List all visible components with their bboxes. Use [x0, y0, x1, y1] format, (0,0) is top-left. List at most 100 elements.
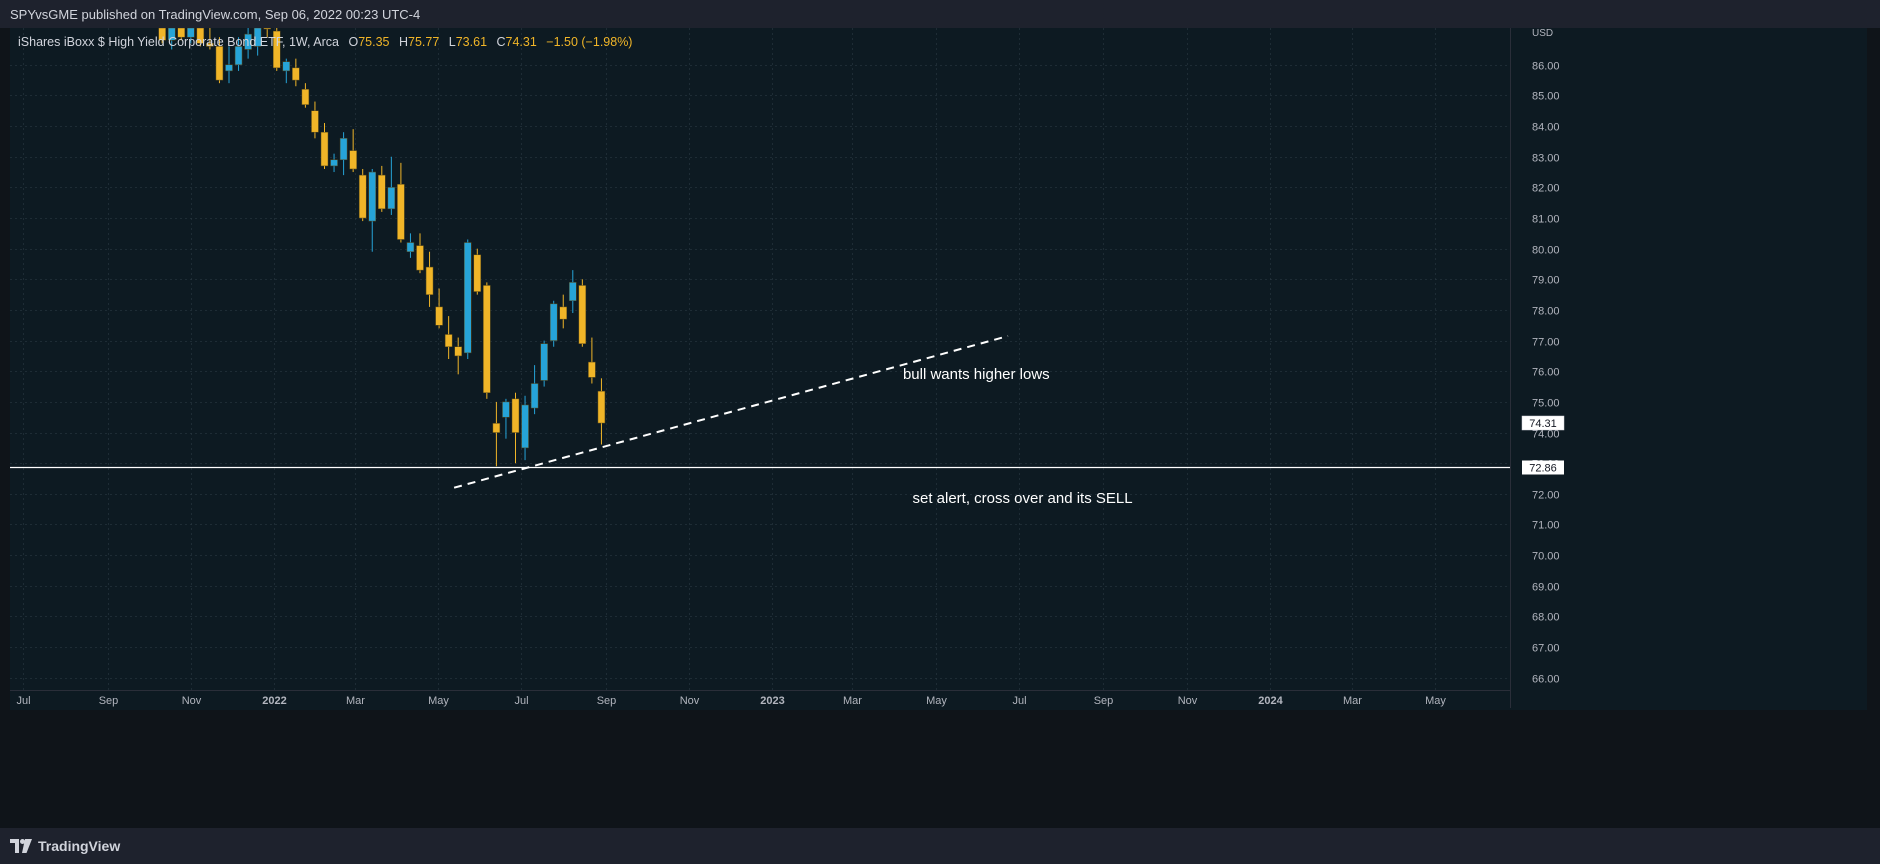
candle-body[interactable]	[416, 245, 424, 271]
y-tick-label: 70.00	[1532, 551, 1560, 563]
candle-body[interactable]	[177, 28, 186, 38]
price-axis-background	[1510, 28, 1867, 710]
y-tick-label: 66.00	[1532, 674, 1560, 686]
y-tick-label: 78.00	[1532, 306, 1560, 318]
candle-body[interactable]	[187, 28, 195, 38]
candle-body[interactable]	[540, 343, 548, 381]
close-value: 74.31	[505, 35, 537, 49]
candle-body[interactable]	[578, 285, 587, 344]
header-bar: SPYvsGME published on TradingView.com, S…	[0, 0, 1880, 28]
y-tick-label: 82.00	[1532, 183, 1560, 195]
chart-frame[interactable]: 86.00 85.00 84.00 83.00 82.00 81.00 80.00 79.00…	[10, 28, 1867, 828]
chart-bottom-fill	[10, 710, 1867, 828]
candle-body[interactable]	[225, 64, 233, 72]
candle-body[interactable]	[273, 30, 281, 69]
candle-body[interactable]	[559, 306, 567, 320]
x-tick-label: 2024	[1258, 695, 1283, 707]
candle-body[interactable]	[339, 138, 348, 161]
y-tick-label: 86.00	[1532, 61, 1560, 73]
x-tick-label: Mar	[1343, 695, 1362, 707]
published-info: SPYvsGME published on TradingView.com, S…	[10, 7, 421, 22]
horizontal-line-price-label: 72.86	[1529, 463, 1557, 475]
candle-body[interactable]	[425, 266, 434, 295]
low-value: 73.61	[455, 35, 488, 49]
annotation-set-alert[interactable]: set alert, cross over and its SELL	[912, 490, 1132, 507]
candle-body[interactable]	[492, 423, 501, 433]
trendline[interactable]	[453, 335, 1009, 489]
x-tick-label: May	[1425, 695, 1446, 707]
y-tick-label: 84.00	[1532, 122, 1560, 134]
x-tick-label: Nov	[1178, 695, 1198, 707]
x-tick-label: May	[926, 695, 947, 707]
candle-body[interactable]	[206, 43, 214, 47]
candle-body[interactable]	[196, 28, 205, 44]
candle-body[interactable]	[454, 346, 462, 357]
y-tick-label: 80.00	[1532, 245, 1560, 257]
y-tick-label: 85.00	[1532, 91, 1560, 103]
candle-body[interactable]	[244, 33, 252, 50]
annotation-bull-wants-higher-lows[interactable]: bull wants higher lows	[903, 366, 1050, 383]
candle-body[interactable]	[397, 184, 405, 240]
x-tick-label: Mar	[346, 695, 365, 707]
x-tick-label: 2022	[262, 695, 286, 707]
open-label: O	[348, 35, 359, 49]
candle-body[interactable]	[588, 361, 596, 378]
candle-body[interactable]	[483, 285, 491, 393]
x-tick-label: May	[428, 695, 449, 707]
candle-body[interactable]	[349, 150, 357, 170]
open-value: 75.35	[358, 35, 390, 49]
x-tick-label: Mar	[843, 695, 862, 707]
low-label: L	[448, 35, 456, 49]
candle-body[interactable]	[358, 174, 367, 219]
x-tick-label: Sep	[597, 695, 617, 707]
candle-body[interactable]	[502, 401, 510, 418]
candle-body[interactable]	[282, 61, 291, 72]
x-tick-label: Jul	[1012, 695, 1026, 707]
high-label: H	[398, 35, 409, 49]
candle-body[interactable]	[311, 110, 319, 133]
candle-body[interactable]	[330, 159, 338, 167]
candle-body[interactable]	[521, 404, 529, 449]
candle-body[interactable]	[511, 398, 520, 433]
candle-body[interactable]	[387, 187, 396, 210]
y-tick-label: 69.00	[1532, 582, 1560, 594]
candle-body[interactable]	[473, 254, 482, 292]
candle-body[interactable]	[292, 67, 300, 81]
currency-label: USD	[1532, 28, 1553, 39]
candle-body[interactable]	[549, 303, 558, 341]
x-tick-label: 2023	[760, 695, 784, 707]
candle-body[interactable]	[234, 46, 243, 66]
candle-body[interactable]	[167, 28, 176, 41]
candle-body[interactable]	[444, 334, 453, 347]
candle-body[interactable]	[435, 306, 443, 326]
y-tick-label: 67.00	[1532, 643, 1560, 655]
y-tick-label: 71.00	[1532, 520, 1560, 532]
candle-body[interactable]	[569, 282, 577, 302]
symbol-legend: iShares iBoxx $ High Yield Corporate Bon…	[18, 35, 632, 49]
tradingview-logo-icon	[10, 839, 32, 853]
candle-body[interactable]	[301, 89, 310, 105]
symbol-name[interactable]: iShares iBoxx $ High Yield Corporate Bon…	[18, 35, 339, 49]
candle-body[interactable]	[253, 28, 262, 47]
y-tick-label: 83.00	[1532, 153, 1560, 165]
x-tick-label: Sep	[99, 695, 119, 707]
x-tick-label: Jul	[16, 695, 30, 707]
x-tick-label: Nov	[680, 695, 700, 707]
x-tick-label: Jul	[514, 695, 528, 707]
price-chart[interactable]: 86.00 85.00 84.00 83.00 82.00 81.00 80.00 79.00…	[10, 28, 1867, 828]
candle-body[interactable]	[530, 383, 539, 409]
candle-body[interactable]	[463, 242, 472, 354]
candle-body[interactable]	[320, 131, 329, 167]
candle-body[interactable]	[597, 390, 606, 424]
candle-body[interactable]	[368, 171, 376, 222]
candle-body[interactable]	[158, 28, 166, 41]
candle-body[interactable]	[378, 174, 386, 210]
y-tick-label: 74.00	[1532, 429, 1560, 441]
footer-bar: TradingView	[0, 828, 1880, 864]
candle-body[interactable]	[406, 242, 415, 252]
y-tick-label: 81.00	[1532, 214, 1560, 226]
y-tick-label: 77.00	[1532, 337, 1560, 349]
tradingview-brand[interactable]: TradingView	[10, 838, 120, 854]
candle-body[interactable]	[263, 28, 271, 30]
candle-body[interactable]	[215, 46, 224, 81]
